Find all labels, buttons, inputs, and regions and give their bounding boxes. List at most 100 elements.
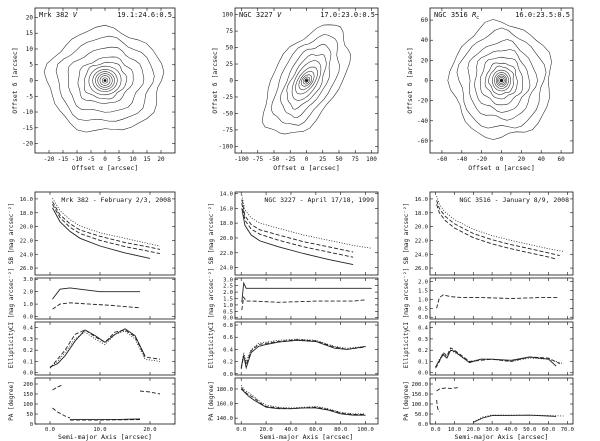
ci-y-tick-label: 2.5	[223, 284, 233, 290]
profile-x-tick-label: 60.0	[542, 427, 555, 433]
contour-x-tick-label: -100	[234, 156, 249, 163]
ell-y-tick-label: 0.1	[418, 359, 428, 365]
sb-series-R-line	[52, 207, 151, 259]
pa-series-R-line	[139, 390, 161, 395]
contour-y-tick-label: 50	[226, 45, 234, 52]
contour-y-tick-label: -5	[26, 93, 34, 100]
sb-frame	[34, 191, 176, 276]
profile-title: Mrk 382 - February 2/3, 2008	[61, 196, 171, 204]
ell-ylabel: Ellipticity	[8, 328, 15, 368]
pa-y-tick-label: 100	[23, 402, 33, 408]
sb-y-tick-label: 24.0	[220, 266, 233, 272]
profile-x-tick-label: 20.0	[143, 427, 156, 433]
ell-y-tick-label: 0.6	[223, 335, 233, 341]
contour-y-tick-label: 25	[226, 61, 234, 68]
pa-y-tick-label: 160.0	[216, 402, 233, 408]
ci-y-tick-label: 1.0	[223, 303, 233, 309]
ell-series-U-line	[49, 330, 161, 368]
contour-isophote	[95, 71, 115, 90]
profile-panels: 16.0 18.0 20.0 22.0 24.0 26.0 SB [mag arcsec⁻²…	[8, 191, 176, 441]
contour-x-tick-label: -40	[456, 156, 467, 163]
contour-y-tick-label: -60	[417, 138, 428, 145]
sb-panel: 14.0 16.0 18.0 20.0 22.0 24.0 SB [mag arcsec⁻²…	[208, 191, 379, 276]
pa-panel: 0 50 100 150 200 PA [degree]	[8, 377, 176, 428]
sb-y-tick-label: 22.0	[20, 238, 33, 244]
contour-y-tick-label: 0	[424, 78, 428, 85]
contour-x-tick-label: -20	[44, 156, 55, 163]
sb-y-tick-label: 20.0	[220, 236, 233, 242]
pa-y-tick-label: 0.0	[418, 422, 428, 428]
contour-isophote	[498, 77, 505, 84]
ci-ylabel: CI [mag arcsec⁻²]	[403, 268, 410, 329]
contour-isophote	[447, 19, 552, 140]
contour-nucleus	[103, 79, 107, 82]
sb-ylabel: SB [mag arcsec⁻²]	[403, 203, 410, 264]
contour-y-tick-label: 15	[26, 30, 34, 37]
ell-y-tick-label: 0.4	[223, 347, 234, 353]
sb-series-U-line	[436, 195, 564, 252]
sb-ylabel: SB [mag arcsec⁻²]	[208, 203, 215, 264]
pa-series-B-line	[240, 387, 366, 415]
contour-isophote	[467, 39, 538, 121]
contour-isophote	[456, 27, 547, 129]
contour-xlabel: Offset α [arcsec]	[273, 164, 340, 172]
ci-series-U-B-line	[436, 294, 558, 309]
ci-y-tick-label: 3.0	[23, 277, 33, 283]
sb-series-R-line	[241, 208, 354, 266]
ell-series-B-line	[49, 329, 161, 369]
profile-x-tick-label: 40.0	[504, 427, 517, 433]
contour-x-tick-label: -75	[252, 156, 263, 163]
profile-title: NGC 3227 - April 17/18, 1999	[264, 196, 374, 204]
contour-levels: 17.0:23.0:0.5	[320, 11, 375, 19]
sb-series-V-line	[52, 204, 161, 255]
pa-y-tick-label: 150	[23, 392, 33, 398]
pa-y-tick-label: 50.0	[415, 412, 428, 418]
contour-ylabel: Offset δ [arcsec]	[406, 47, 414, 114]
object-band: V	[277, 11, 282, 19]
contour-y-tick-label: -20	[22, 141, 33, 148]
contour-x-tick-label: 40	[538, 156, 546, 163]
contour-x-tick-label: -15	[58, 156, 69, 163]
contour-y-tick-label: 0	[29, 78, 33, 85]
contour-isophote	[304, 78, 309, 83]
contour-y-tick-label: -15	[22, 125, 33, 132]
sb-frame	[234, 191, 379, 276]
ell-y-tick-label: 0.3	[23, 337, 33, 343]
ci-panel: 0.00.51.01.52.02.53.0 CI [mag arcsec⁻²]	[208, 268, 379, 329]
pa-series-V-line	[70, 418, 141, 421]
pa-ylabel: PA [degree]	[8, 381, 15, 421]
profile-xlabel: Semi-major Axis [arcsec]	[455, 433, 549, 441]
object-band: V	[73, 11, 78, 19]
ci-frame	[34, 277, 176, 320]
sb-y-tick-label: 18.0	[415, 211, 428, 217]
profile-x-tick-label: 30.0	[485, 427, 498, 433]
pa-y-tick-label: 150.0	[411, 392, 428, 398]
contour-isophote	[84, 61, 128, 100]
contour-x-tick-label: 5	[117, 156, 121, 163]
profile-x-tick-label: 20.0	[467, 427, 480, 433]
contour-ylabel: Offset δ [arcsec]	[11, 47, 19, 114]
profile-x-tick-label: 10.0	[448, 427, 461, 433]
contour-x-tick-label: 60	[557, 156, 565, 163]
contour-x-tick-label: 25	[319, 156, 327, 163]
ci-y-tick-label: 0.0	[418, 315, 428, 321]
sb-y-tick-label: 26.0	[20, 266, 33, 272]
contour-isophote	[99, 75, 111, 86]
pa-series-B-line	[436, 399, 440, 413]
ci-series-U-B-line	[52, 302, 141, 310]
contour-isophote	[67, 46, 145, 113]
contour-isophote	[479, 56, 523, 106]
object-band-subscript: c	[476, 15, 479, 21]
pa-series-V-line	[473, 414, 557, 423]
contour-levels: 16.0:23.5:0.5	[515, 11, 570, 19]
contour-isophote	[261, 24, 352, 135]
contour-y-tick-label: 100	[222, 12, 233, 19]
contour-x-tick-label: 10	[129, 156, 137, 163]
ell-series-V-line	[240, 339, 366, 370]
column-1: -20 -15 -10 -5 0 5 10 15 20-20-15-10-505101520Of…	[8, 7, 176, 441]
contour-y-tick-label: -100	[219, 143, 234, 150]
sb-series-V-line	[436, 204, 557, 260]
contour-x-tick-label: 50	[335, 156, 343, 163]
ci-y-tick-label: 2.0	[23, 290, 33, 296]
ci-y-tick-label: 3.0	[223, 277, 233, 283]
